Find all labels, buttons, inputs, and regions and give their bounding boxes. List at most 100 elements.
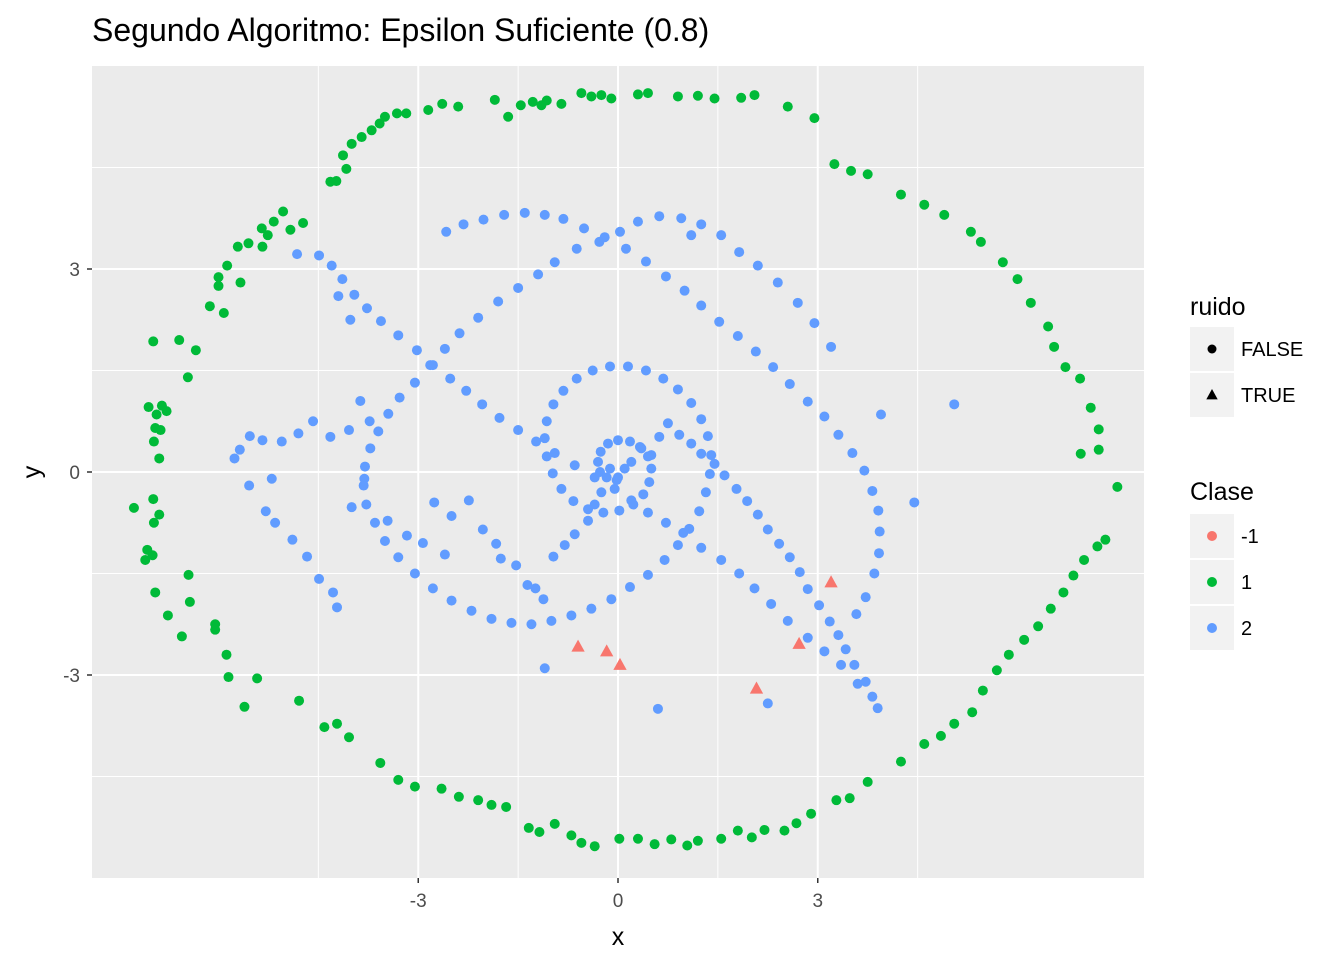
data-point bbox=[873, 505, 884, 516]
data-point bbox=[851, 609, 862, 620]
x-axis-title: x bbox=[612, 923, 625, 951]
data-point bbox=[162, 610, 173, 621]
data-point bbox=[523, 822, 534, 833]
data-point bbox=[344, 732, 355, 743]
data-point bbox=[325, 431, 336, 442]
data-point bbox=[161, 406, 172, 417]
data-point bbox=[991, 665, 1002, 676]
data-point bbox=[731, 483, 742, 494]
data-point bbox=[541, 416, 552, 427]
data-point bbox=[341, 163, 352, 174]
data-point bbox=[919, 199, 930, 210]
data-point bbox=[702, 431, 713, 442]
chart-title: Segundo Algoritmo: Epsilon Suficiente (0… bbox=[92, 12, 709, 48]
data-point bbox=[736, 92, 747, 103]
data-point bbox=[859, 465, 870, 476]
data-point bbox=[576, 88, 587, 99]
data-point bbox=[473, 795, 484, 806]
data-point bbox=[802, 584, 813, 595]
data-point bbox=[732, 330, 743, 341]
data-point bbox=[576, 837, 587, 848]
data-point bbox=[895, 756, 906, 767]
data-point bbox=[364, 416, 375, 427]
data-point bbox=[586, 603, 597, 614]
data-point bbox=[477, 399, 488, 410]
data-point bbox=[586, 91, 597, 102]
data-point-noise bbox=[571, 639, 585, 652]
data-point bbox=[638, 489, 649, 500]
data-point bbox=[252, 673, 263, 684]
data-point bbox=[847, 448, 858, 459]
data-point bbox=[1093, 444, 1104, 455]
data-point bbox=[154, 453, 165, 464]
legend-color-dot bbox=[1207, 577, 1217, 587]
data-point bbox=[819, 411, 830, 422]
data-point bbox=[895, 189, 906, 200]
data-point bbox=[453, 101, 464, 112]
data-point bbox=[204, 301, 215, 312]
data-point bbox=[569, 460, 580, 471]
data-point bbox=[601, 472, 612, 483]
data-point bbox=[589, 841, 600, 852]
data-point bbox=[860, 676, 871, 687]
data-point bbox=[766, 598, 777, 609]
data-point bbox=[486, 613, 497, 624]
data-point bbox=[1085, 402, 1096, 413]
data-point bbox=[268, 216, 279, 227]
data-point bbox=[393, 330, 404, 341]
data-point bbox=[239, 701, 250, 712]
data-point bbox=[446, 595, 457, 606]
data-point bbox=[503, 111, 514, 122]
data-point bbox=[278, 206, 289, 217]
data-point bbox=[596, 90, 607, 101]
y-tick-label: -3 bbox=[63, 666, 80, 687]
data-point bbox=[626, 456, 637, 467]
data-point bbox=[802, 396, 813, 407]
data-point bbox=[614, 505, 625, 516]
data-point bbox=[276, 436, 287, 447]
data-point bbox=[538, 594, 549, 605]
data-point bbox=[437, 98, 448, 109]
x-axis-ticks: -3 0 3 bbox=[410, 878, 823, 912]
data-point bbox=[696, 219, 707, 230]
data-point bbox=[686, 230, 697, 241]
data-point bbox=[649, 839, 660, 850]
data-point bbox=[549, 448, 560, 459]
data-point bbox=[1100, 534, 1111, 545]
data-point bbox=[393, 552, 404, 563]
data-point bbox=[183, 569, 194, 580]
legend-color-dot bbox=[1207, 531, 1217, 541]
data-point bbox=[684, 523, 695, 534]
data-point bbox=[536, 100, 547, 111]
data-point bbox=[176, 631, 187, 642]
data-point bbox=[658, 373, 669, 384]
data-point bbox=[666, 834, 677, 845]
data-point bbox=[556, 483, 567, 494]
data-point bbox=[401, 530, 412, 541]
data-point bbox=[809, 113, 820, 124]
data-point bbox=[293, 428, 304, 439]
data-point bbox=[409, 377, 420, 388]
data-point bbox=[478, 214, 489, 225]
y-axis-title: y bbox=[18, 465, 46, 478]
data-point-noise bbox=[749, 681, 764, 694]
data-point bbox=[846, 165, 857, 176]
data-point bbox=[734, 568, 745, 579]
data-point-noise bbox=[792, 636, 806, 649]
data-point bbox=[819, 646, 830, 657]
data-point bbox=[997, 257, 1008, 268]
data-point bbox=[256, 223, 267, 234]
data-point bbox=[659, 554, 670, 565]
data-point bbox=[379, 536, 390, 547]
data-point bbox=[642, 569, 653, 580]
data-point bbox=[439, 343, 450, 354]
data-point bbox=[558, 213, 569, 224]
data-point bbox=[382, 515, 393, 526]
data-point bbox=[232, 241, 243, 252]
data-point bbox=[632, 216, 643, 227]
data-point bbox=[860, 592, 871, 603]
data-point bbox=[328, 587, 339, 598]
data-point bbox=[646, 463, 657, 474]
data-point bbox=[1049, 341, 1060, 352]
data-point bbox=[716, 554, 727, 565]
